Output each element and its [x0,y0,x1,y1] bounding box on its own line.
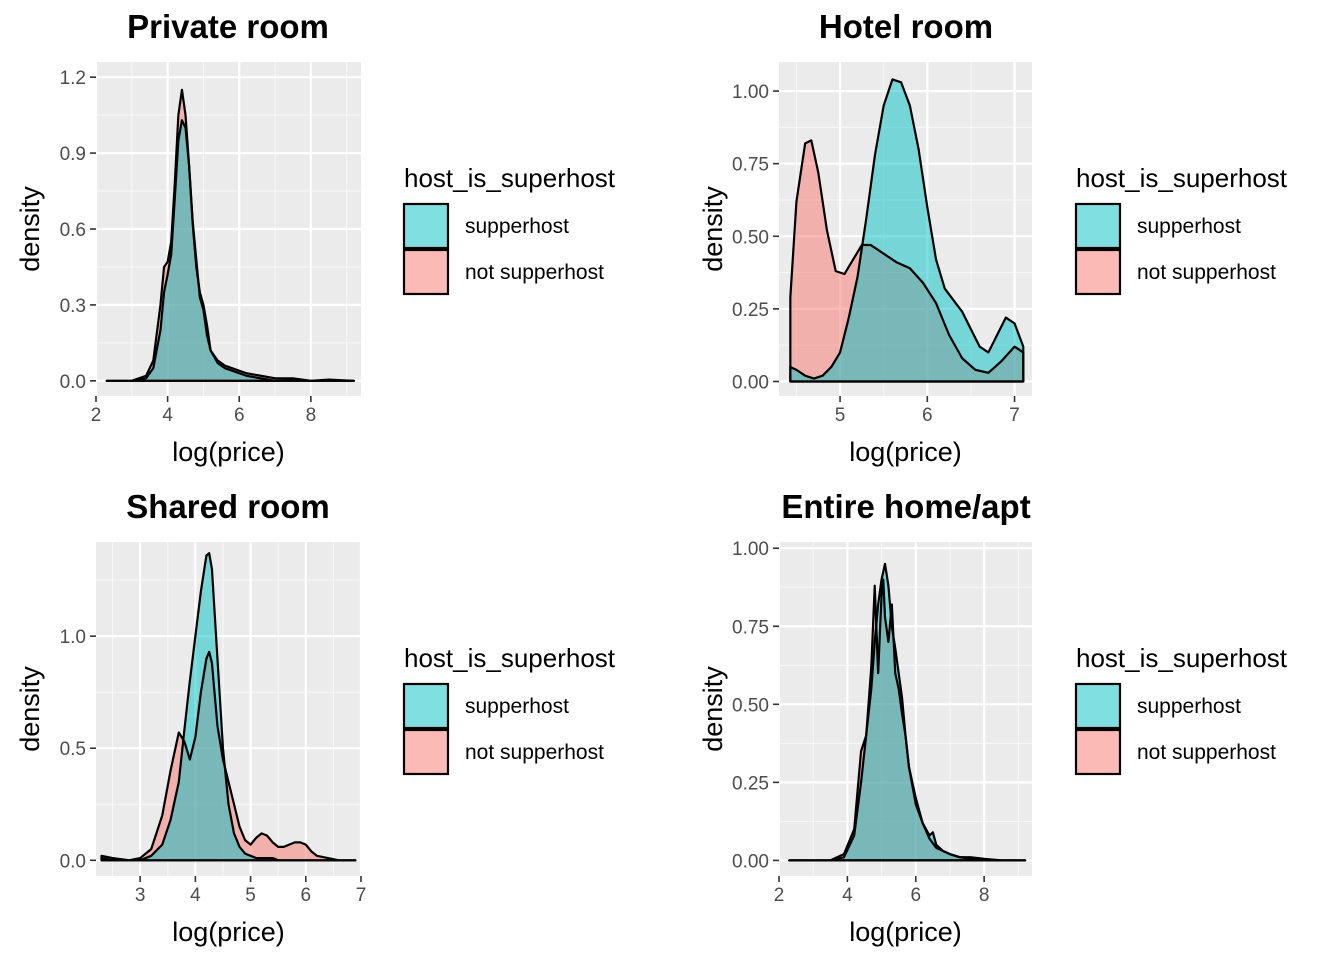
y-tick-label: 0.25 [732,300,769,321]
legend-key-not-supperhost [402,248,450,296]
y-tick-label: 0.00 [732,372,769,393]
x-tick-label: 2 [91,405,102,426]
legend-label-not-supperhost: not supperhost [1137,261,1276,284]
legend-label-supperhost: supperhost [465,695,569,718]
legend-key-not-supperhost [402,728,450,776]
y-tick-label: 0.50 [732,695,769,716]
legend-key-not-supperhost [1074,248,1122,296]
y-tick-label: 0.9 [60,144,86,165]
y-axis-label: density [698,666,728,752]
density-areas [100,552,357,862]
x-tick-label: 2 [774,885,785,906]
x-tick-label: 7 [356,885,367,906]
y-tick-label: 1.2 [60,68,86,89]
supperhost-density-outline [105,119,355,382]
not-supperhost-density-outline [789,139,1025,383]
y-tick-label: 0.00 [732,851,769,872]
x-axis-label: log(price) [172,437,285,467]
supperhost-density-outline [789,78,1025,383]
density-areas [105,88,355,382]
legend-label-not-supperhost: not supperhost [465,261,604,284]
y-tick-label: 1.00 [732,539,769,560]
y-tick-label: 0.0 [60,851,86,872]
density-areas [789,78,1025,383]
legend: host_is_superhost supperhost not supperhos… [1074,643,1288,776]
legend-label-not-supperhost: not supperhost [1137,741,1276,764]
supperhost-density-area [106,120,354,381]
panel-title: Entire home/apt [781,488,1030,525]
x-tick-label: 4 [842,885,853,906]
not-supperhost-density-outline [100,650,357,862]
legend-title: host_is_superhost [1076,163,1288,193]
x-tick-label: 6 [301,885,312,906]
x-axis-label: log(price) [849,917,962,947]
facet-panel-2: 5 6 7 0.00 0.25 0.50 0.75 1.00 Hotel room log(pri… [698,8,1288,467]
x-tick-label: 6 [234,405,245,426]
supperhost-density-outline [100,552,357,862]
panel-title: Hotel room [819,8,993,45]
legend-label-not-supperhost: not supperhost [465,741,604,764]
x-tick-label: 5 [245,885,256,906]
y-axis-label: density [698,186,728,272]
not-supperhost-density-area [101,651,356,861]
facet-panel-1: 2 4 6 8 0.0 0.3 0.6 0.9 1.2 Private room log(price… [15,8,616,467]
x-tick-label: 6 [910,885,921,906]
y-tick-label: 1.00 [732,82,769,103]
legend-key-supperhost [402,202,450,250]
x-tick-label: 8 [979,885,990,906]
x-tick-label: 8 [306,405,317,426]
facet-panel-3: 3 4 5 6 7 0.0 0.5 1.0 Shared room log(price) densi… [15,488,616,947]
legend-title: host_is_superhost [404,163,616,193]
x-tick-label: 3 [135,885,146,906]
y-tick-label: 0.6 [60,220,86,241]
facet-panel-4: 2 4 6 8 0.00 0.25 0.50 0.75 1.00 Entire home/apt l… [698,488,1288,947]
y-tick-label: 0.50 [732,227,769,248]
y-tick-label: 0.75 [732,155,769,176]
panel-title: Private room [127,8,329,45]
y-tick-label: 0.0 [60,372,86,393]
x-tick-label: 5 [835,405,846,426]
y-tick-label: 0.75 [732,617,769,638]
x-axis-label: log(price) [849,437,962,467]
y-axis-label: density [15,186,45,272]
x-tick-label: 6 [922,405,933,426]
supperhost-density-area [790,79,1024,382]
density-areas [788,562,1027,862]
legend: host_is_superhost supperhost not supperhos… [1074,163,1288,296]
legend-title: host_is_superhost [404,643,616,673]
x-tick-label: 7 [1009,405,1020,426]
y-tick-label: 0.25 [732,773,769,794]
supperhost-density-area [789,563,1026,861]
panel-title: Shared room [126,488,330,525]
x-tick-label: 4 [162,405,173,426]
legend-key-supperhost [402,682,450,730]
legend: host_is_superhost supperhost not supperhos… [402,643,616,776]
legend-label-supperhost: supperhost [465,215,569,238]
legend-key-supperhost [1074,682,1122,730]
legend-key-not-supperhost [1074,728,1122,776]
supperhost-density-outline [788,562,1027,862]
x-axis-label: log(price) [172,917,285,947]
legend-title: host_is_superhost [1076,643,1288,673]
y-axis-label: density [15,666,45,752]
y-tick-label: 0.3 [60,296,86,317]
legend-label-supperhost: supperhost [1137,695,1241,718]
y-tick-label: 0.5 [60,739,86,760]
legend-key-supperhost [1074,202,1122,250]
legend-label-supperhost: supperhost [1137,215,1241,238]
legend: host_is_superhost supperhost not supperhos… [402,163,616,296]
x-tick-label: 4 [190,885,201,906]
y-tick-label: 1.0 [60,627,86,648]
